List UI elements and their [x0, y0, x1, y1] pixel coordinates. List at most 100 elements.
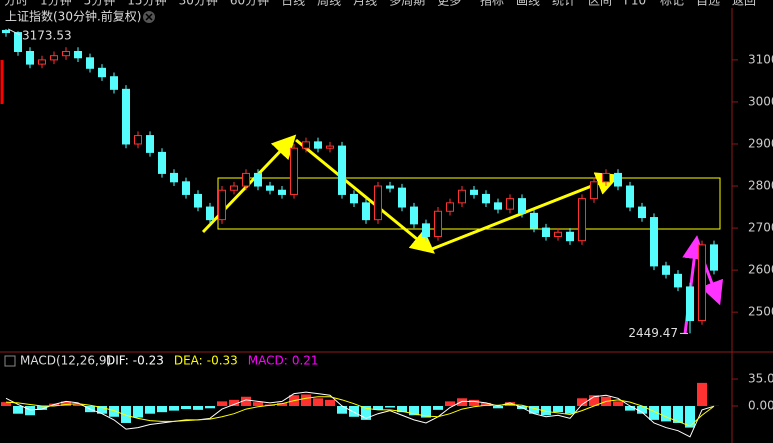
macd-bar: [553, 405, 563, 413]
candle-body: [194, 193, 202, 208]
toolbar-item[interactable]: 日线: [281, 0, 305, 8]
candle-body: [26, 50, 34, 65]
y-tick-label: 3100: [748, 52, 773, 66]
toolbar-item[interactable]: 更多: [437, 0, 461, 8]
candle-body: [626, 185, 634, 208]
max-pointer: [7, 28, 21, 36]
candle-body: [422, 223, 430, 237]
macd-bar: [385, 405, 395, 408]
macd-bar: [589, 395, 599, 406]
toolbar-item[interactable]: 月线: [353, 0, 377, 8]
legend-name: MACD:: [248, 354, 288, 368]
candle-body: [62, 50, 70, 57]
macd-bar: [109, 405, 119, 417]
toolbar-item[interactable]: 5分钟: [84, 0, 116, 8]
macd-bar: [493, 405, 503, 409]
candle-body: [518, 198, 526, 214]
macd-bar: [169, 405, 179, 411]
toolbar-item[interactable]: 多周期: [389, 0, 425, 8]
macd-bar: [625, 405, 635, 411]
candle-body: [614, 172, 622, 187]
macd-bar: [145, 405, 155, 414]
macd-bar: [457, 398, 467, 406]
legend-value: -0.23: [133, 354, 164, 368]
macd-bar: [217, 401, 227, 406]
candle-body: [506, 198, 514, 210]
macd-bar: [469, 399, 479, 406]
macd-bar: [181, 405, 191, 410]
toolbar-item[interactable]: 15分钟: [127, 0, 166, 8]
y-tick-label: 3000: [748, 94, 773, 108]
macd-bar: [193, 405, 203, 410]
toolbar-item[interactable]: 指标: [480, 0, 504, 8]
toolbar-item[interactable]: 周线: [317, 0, 341, 8]
y-tick-label: 2700: [748, 221, 773, 235]
macd-bar: [313, 398, 323, 406]
candle-body: [698, 244, 706, 322]
candle-body: [542, 227, 550, 237]
legend-name: DIF:: [106, 354, 129, 368]
macd-bar: [241, 396, 251, 406]
toolbar-item[interactable]: 60分钟: [230, 0, 269, 8]
toolbar-item[interactable]: 标记: [660, 0, 684, 8]
y-tick-label: 2500: [748, 305, 773, 319]
candle-body: [686, 286, 694, 322]
macd-line: [5, 391, 715, 438]
candle-body: [158, 151, 166, 174]
toolbar-item[interactable]: 返回: [732, 0, 756, 8]
candle-body: [2, 29, 10, 34]
candle-body: [290, 147, 298, 195]
macd-bar: [337, 405, 347, 414]
macd-bar: [133, 405, 143, 418]
arrow: [295, 138, 435, 254]
macd-bar: [697, 382, 707, 406]
candle-body: [482, 193, 490, 204]
candle-body: [326, 145, 334, 149]
candle-body: [374, 185, 382, 221]
candle-body: [122, 88, 130, 145]
candle-body: [398, 187, 406, 208]
candle-body: [650, 217, 658, 267]
candle-body: [470, 189, 478, 195]
candle-body: [206, 206, 214, 221]
toolbar-item[interactable]: 区间: [588, 0, 612, 8]
macd-bar: [685, 405, 695, 428]
candle-body: [566, 231, 574, 242]
macd-bar: [637, 405, 647, 414]
candle-body: [362, 202, 370, 221]
toolbar-item[interactable]: 统计: [552, 0, 576, 8]
macd-bar: [481, 402, 491, 406]
macd-bar: [409, 405, 419, 416]
trend-arrows: [201, 134, 621, 254]
toolbar-item[interactable]: 自选: [696, 0, 720, 8]
candle-body: [170, 172, 178, 183]
candle-body: [38, 59, 46, 65]
macd-bar: [613, 401, 623, 406]
macd-bar: [349, 405, 359, 417]
y-tick-label: 0.00: [748, 398, 773, 412]
candle-body: [578, 198, 586, 242]
toolbar-item[interactable]: 分时: [4, 0, 28, 8]
candle-body: [302, 141, 310, 149]
toolbar-item[interactable]: 30分钟: [179, 0, 218, 8]
macd-bar: [1, 402, 11, 406]
candle-body: [590, 181, 598, 200]
candle-body: [50, 55, 58, 61]
chart-title: 上证指数(30分钟.前复权): [5, 9, 141, 24]
macd-bar: [229, 399, 239, 406]
min-label: 2449.47: [628, 326, 678, 340]
macd-bar: [541, 405, 551, 416]
macd-bar: [13, 405, 23, 414]
macd-bar: [577, 398, 587, 406]
toolbar-item[interactable]: F10: [624, 0, 646, 8]
macd-bar: [121, 405, 131, 423]
candle-body: [218, 189, 226, 221]
macd-bar: [529, 405, 539, 414]
macd-bar: [673, 405, 683, 423]
candle-body: [662, 265, 670, 275]
y-tick-label: 2900: [748, 136, 773, 150]
macd-bar: [373, 405, 383, 410]
candle-body: [710, 244, 718, 271]
toolbar-item[interactable]: 画线: [516, 0, 540, 8]
toolbar-item[interactable]: 1分钟: [40, 0, 72, 8]
